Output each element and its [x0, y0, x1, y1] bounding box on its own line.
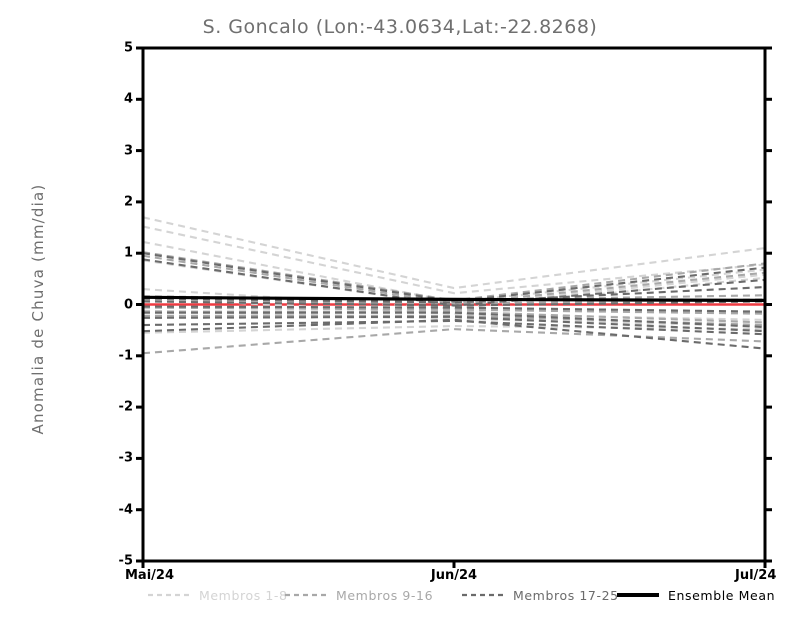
chart-legend: Membros 1-8 Membros 9-16 Membros 17-25 Ense…	[0, 586, 800, 608]
member-line	[142, 258, 766, 307]
y-tick-label: -3	[118, 450, 133, 466]
y-tick-label: 0	[123, 297, 133, 312]
x-tick-label: Jul/24	[735, 568, 777, 583]
member-line	[142, 319, 766, 336]
member-line	[142, 315, 766, 333]
legend-swatch-dashed-icon	[462, 590, 504, 600]
x-tick-label: Mai/24	[125, 568, 175, 583]
y-axis-label: Anomalia de Chuva (mm/dia)	[29, 183, 47, 435]
legend-label: Ensemble Mean	[668, 587, 776, 603]
member-line	[142, 306, 766, 315]
member-line	[142, 294, 766, 302]
member-line	[142, 286, 766, 304]
member-line	[143, 311, 766, 329]
legend-label: Membros 9-16	[336, 587, 434, 603]
member-line	[142, 225, 766, 295]
legend-item: Membros 17-25	[462, 586, 619, 604]
legend-swatch-dashed-icon	[148, 590, 190, 600]
y-tick-label: -4	[118, 502, 133, 518]
legend-label: Membros 1-8	[199, 587, 288, 603]
y-tick-label: 5	[123, 40, 133, 56]
x-tick-label: Jun/24	[430, 568, 478, 583]
y-tick-label: -5	[118, 553, 133, 569]
y-tick-label: -1	[118, 348, 133, 364]
axis-layer	[136, 46, 772, 568]
y-tick-label: -2	[118, 399, 133, 415]
legend-label: Membros 17-25	[513, 587, 619, 603]
y-tick-label: 2	[123, 194, 133, 210]
member-line	[142, 300, 766, 307]
member-line	[142, 328, 766, 355]
y-tick-label: 4	[123, 91, 133, 107]
member-line	[142, 324, 766, 334]
y-tick-label: 1	[123, 245, 133, 261]
legend-swatch-solid-icon	[617, 590, 659, 600]
legend-item: Ensemble Mean	[617, 586, 775, 604]
member-line	[142, 252, 766, 303]
member-line	[142, 309, 766, 328]
member-line	[142, 254, 766, 305]
member-line	[143, 310, 766, 324]
legend-swatch-dashed-icon	[285, 590, 327, 600]
y-tick-label: 3	[123, 143, 133, 159]
legend-item: Membros 9-16	[285, 586, 433, 604]
member-line	[142, 216, 766, 290]
series-layer	[142, 216, 766, 355]
member-line	[142, 305, 766, 313]
legend-item: Membros 1-8	[148, 586, 288, 604]
page-title: S. Goncalo (Lon:-43.0634,Lat:-22.8268)	[202, 16, 598, 38]
member-line	[142, 318, 766, 350]
ensemble-mean-line	[142, 295, 766, 302]
